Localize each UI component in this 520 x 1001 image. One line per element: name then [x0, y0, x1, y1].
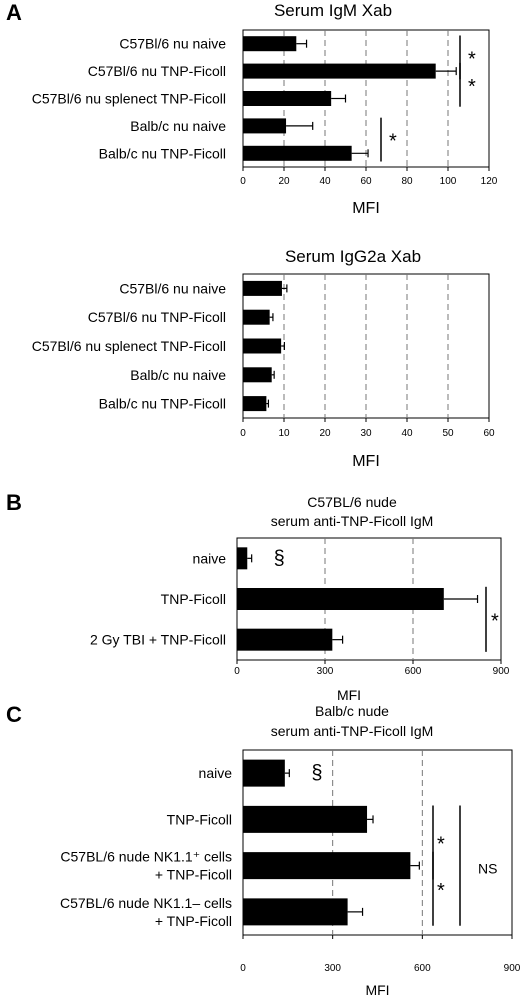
chart-4-significance-label: *: [437, 880, 445, 902]
chart-1-category-label: Balb/c nu naive: [130, 118, 226, 134]
chart-1-category-label: C57Bl/6 nu splenect TNP-Ficoll: [32, 91, 226, 107]
chart-4-x-tick-label: 900: [504, 963, 520, 974]
chart-3-category-label: TNP-Ficoll: [161, 591, 226, 607]
chart-1-bar: [243, 118, 287, 134]
chart-2-x-tick-label: 10: [278, 428, 290, 439]
chart-1-title: Serum IgM Xab: [274, 1, 392, 20]
chart-4-significance-label: *: [437, 834, 445, 856]
chart-3-x-tick-label: 600: [405, 666, 422, 677]
chart-4-significance-label: NS: [478, 861, 497, 877]
chart-2-x-axis-label: MFI: [352, 453, 380, 470]
chart-4-subtitle: serum anti-TNP-Ficoll IgM: [271, 723, 434, 739]
chart-3-x-tick-label: 300: [317, 666, 334, 677]
chart-4-category-label: + TNP-Ficoll: [155, 913, 232, 929]
chart-4-x-tick-label: 0: [240, 963, 246, 974]
chart-2-category-label: C57Bl/6 nu splenect TNP-Ficoll: [32, 338, 226, 354]
chart-3-x-tick-label: 900: [493, 666, 510, 677]
chart-1-significance-label: *: [468, 76, 476, 98]
chart-2-category-label: Balb/c nu naive: [130, 367, 226, 383]
chart-2-x-tick-label: 30: [360, 428, 372, 439]
chart-1-category-label: C57Bl/6 nu TNP-Ficoll: [88, 63, 226, 79]
chart-2-bar: [243, 396, 267, 412]
chart-3-x-tick-label: 0: [234, 666, 240, 677]
chart-3-bar: [237, 628, 333, 651]
chart-2-category-label: C57Bl/6 nu naive: [119, 280, 226, 296]
chart-4-bar: [243, 805, 368, 833]
chart-2-bar: [243, 309, 270, 325]
chart-4-category-label: C57BL/6 nude NK1.1⁺ cells: [60, 849, 232, 865]
panel-letter-c: C: [6, 702, 22, 727]
chart-2-title: Serum IgG2a Xab: [285, 247, 421, 266]
chart-1-x-tick-label: 0: [240, 176, 246, 187]
chart-1-x-tick-label: 60: [360, 176, 372, 187]
chart-3-significance-mark: §: [274, 547, 285, 569]
chart-4-plot-frame: [242, 749, 513, 936]
chart-3-subtitle: serum anti-TNP-Ficoll IgM: [271, 513, 434, 529]
chart-3-title: C57BL/6 nude: [307, 494, 397, 510]
chart-4-bar: [243, 898, 348, 926]
chart-3-bar: [237, 547, 248, 570]
chart-1-significance-label: *: [389, 131, 397, 153]
chart-2-category-label: C57Bl/6 nu TNP-Ficoll: [88, 309, 226, 325]
chart-1-bar: [243, 36, 297, 52]
chart-2-bar: [243, 338, 282, 354]
chart-2-bar: [243, 367, 272, 383]
chart-4-x-tick-label: 300: [324, 963, 341, 974]
chart-3-significance-label: *: [491, 610, 499, 632]
chart-1-bar: [243, 63, 436, 79]
chart-4-bar: [243, 759, 285, 787]
chart-1-category-label: Balb/c nu TNP-Ficoll: [99, 145, 226, 161]
panel-letter-b: B: [6, 490, 22, 515]
chart-2-x-tick-label: 50: [442, 428, 454, 439]
chart-3-category-label: 2 Gy TBI + TNP-Ficoll: [90, 632, 226, 648]
chart-3-bar: [237, 588, 444, 610]
chart-1-bar: [243, 145, 352, 161]
chart-2-x-tick-label: 0: [240, 428, 246, 439]
chart-2-category-label: Balb/c nu TNP-Ficoll: [99, 396, 226, 412]
chart-4-bar: [243, 852, 411, 880]
chart-4-category-label: naive: [199, 765, 233, 781]
chart-1-x-tick-label: 120: [481, 176, 498, 187]
chart-4-category-label: C57BL/6 nude NK1.1– cells: [60, 895, 232, 911]
chart-1-x-tick-label: 100: [440, 176, 457, 187]
chart-1-x-axis-label: MFI: [352, 200, 380, 217]
panel-letter-a: A: [6, 0, 22, 25]
chart-1-x-tick-label: 40: [319, 176, 331, 187]
chart-2-x-tick-label: 60: [483, 428, 495, 439]
chart-4-category-label: + TNP-Ficoll: [155, 867, 232, 883]
chart-2-bar: [243, 280, 282, 296]
chart-4-category-label: TNP-Ficoll: [167, 811, 232, 827]
chart-1-category-label: C57Bl/6 nu naive: [119, 36, 226, 52]
chart-1-x-tick-label: 20: [278, 176, 290, 187]
chart-2-x-tick-label: 40: [401, 428, 413, 439]
chart-1-significance-label: *: [468, 48, 476, 70]
chart-4-significance-mark: §: [311, 762, 322, 784]
chart-4-title: Balb/c nude: [315, 703, 389, 719]
chart-4-x-tick-label: 600: [414, 963, 431, 974]
chart-3-x-axis-label: MFI: [337, 687, 361, 703]
chart-1-bar: [243, 91, 332, 106]
chart-2-x-tick-label: 20: [319, 428, 331, 439]
chart-4-x-axis-label: MFI: [365, 982, 389, 998]
chart-1-x-tick-label: 80: [401, 176, 413, 187]
chart-3-category-label: naive: [193, 550, 227, 566]
